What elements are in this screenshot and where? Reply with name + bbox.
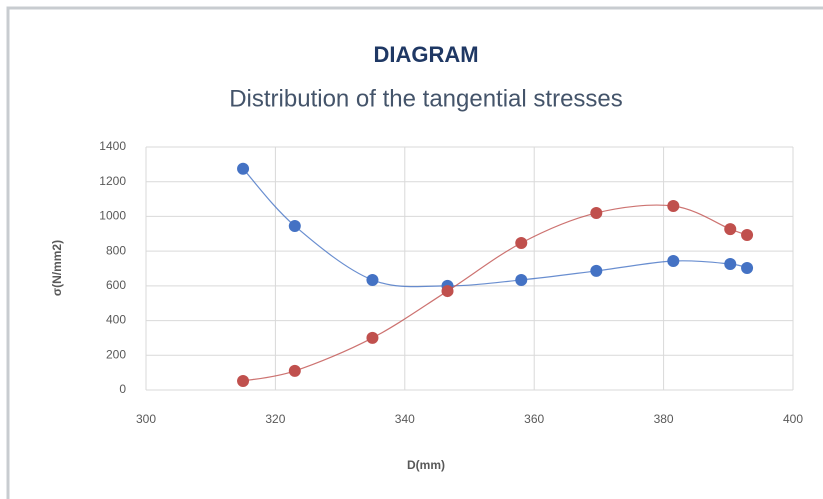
data-point: [724, 257, 737, 270]
data-point: [741, 261, 754, 274]
x-tick-label: 380: [654, 412, 674, 426]
y-tick-label: 200: [106, 347, 126, 361]
data-point: [724, 223, 737, 236]
y-tick-label: 1400: [99, 139, 126, 153]
data-point: [515, 273, 528, 286]
data-point: [366, 331, 379, 344]
data-point: [237, 162, 250, 175]
data-point: [515, 236, 528, 249]
x-tick-label: 400: [783, 412, 803, 426]
y-axis-label: σ(N/mm2): [50, 240, 64, 296]
x-tick-label: 300: [136, 412, 156, 426]
data-point: [366, 273, 379, 286]
data-point: [667, 200, 680, 213]
y-tick-label: 400: [106, 313, 126, 327]
x-axis-label: D(mm): [407, 458, 445, 472]
y-tick-label: 1200: [99, 174, 126, 188]
data-point: [288, 364, 301, 377]
data-point: [441, 285, 454, 298]
y-tick-label: 600: [106, 278, 126, 292]
data-point: [237, 374, 250, 387]
chart-frame: [6, 6, 823, 499]
x-tick-label: 340: [395, 412, 415, 426]
y-tick-label: 0: [119, 382, 126, 396]
chart-title: DIAGRAM: [373, 42, 478, 67]
y-tick-label: 800: [106, 243, 126, 257]
x-tick-label: 360: [524, 412, 544, 426]
data-point: [741, 229, 754, 242]
chart-subtitle: Distribution of the tangential stresses: [229, 85, 623, 112]
y-tick-label: 1000: [99, 209, 126, 223]
data-point: [590, 206, 603, 219]
x-tick-label: 320: [265, 412, 285, 426]
data-point: [667, 255, 680, 268]
data-point: [288, 219, 301, 232]
data-point: [590, 264, 603, 277]
